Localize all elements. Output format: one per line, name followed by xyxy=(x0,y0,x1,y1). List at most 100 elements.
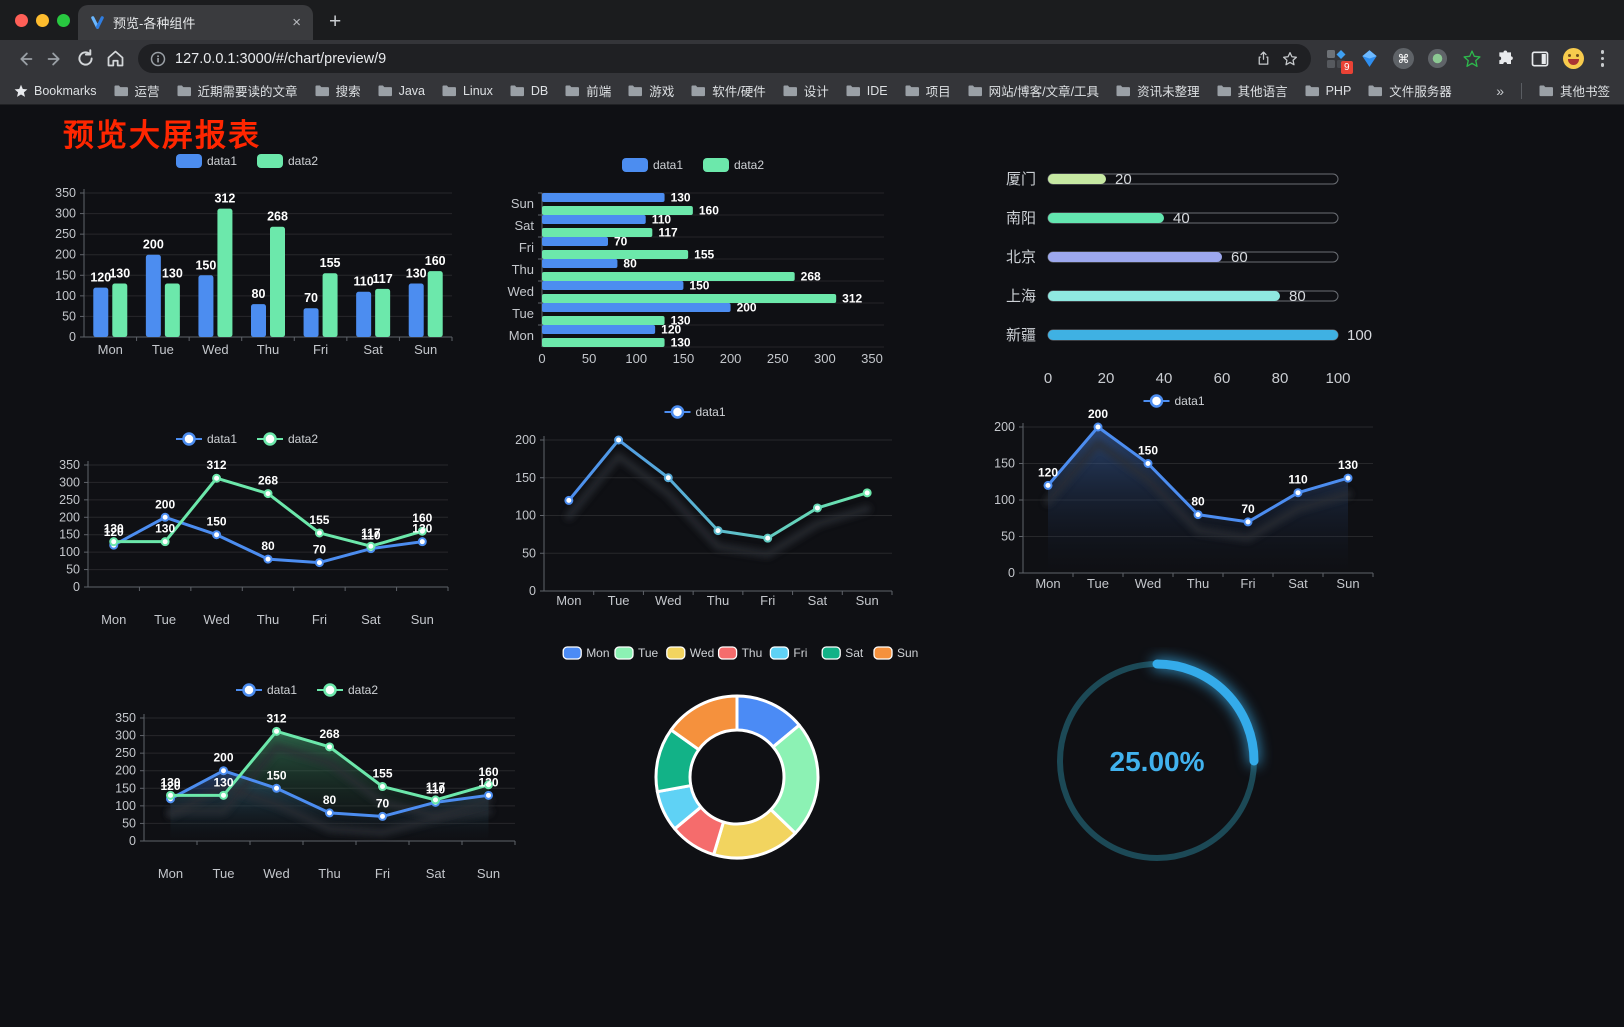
bookmark-folder-item[interactable]: 文件服务器 xyxy=(1368,81,1452,100)
svg-text:120: 120 xyxy=(90,271,111,285)
chart-gauge: 25.00% xyxy=(1040,647,1274,873)
bookmark-folder-item[interactable]: 前端 xyxy=(565,81,611,100)
bookmark-folder-item[interactable]: 运营 xyxy=(114,81,160,100)
bookmarks-divider xyxy=(1520,82,1522,99)
svg-text:268: 268 xyxy=(319,727,339,741)
bookmark-folder-item[interactable]: 搜索 xyxy=(315,81,361,100)
svg-text:Mon: Mon xyxy=(98,342,123,357)
folder-icon xyxy=(628,85,643,96)
bookmarks-overflow-chevron[interactable]: » xyxy=(1496,82,1504,99)
emoji-extension-icon[interactable] xyxy=(1563,48,1585,70)
folder-icon xyxy=(510,85,524,96)
bookmark-folder-item[interactable]: 近期需要读的文章 xyxy=(177,81,298,100)
command-glyph: ⌘ xyxy=(1397,51,1410,66)
bookmark-folder-item[interactable]: 资讯未整理 xyxy=(1116,81,1200,100)
minimize-window-button[interactable] xyxy=(36,14,49,27)
chart-canvas: data1 0 50 100 150 200 Mon Tue Wed Thu Fri Sat Sun 12… xyxy=(994,394,1374,591)
svg-text:300: 300 xyxy=(59,475,80,489)
home-button[interactable] xyxy=(100,44,130,74)
bookmark-folder-item[interactable]: PHP xyxy=(1305,84,1351,98)
forward-button[interactable] xyxy=(40,44,70,74)
svg-text:Fri: Fri xyxy=(313,342,328,357)
chart-canvas: 厦门 20 南阳 40 北京 60 上海 80 新疆 100 0 20 40 60 80 100 xyxy=(1006,171,1372,387)
svg-text:80: 80 xyxy=(261,539,275,553)
bookmark-folder-item[interactable]: IDE xyxy=(846,84,888,98)
chart-city-progress: 厦门 20 南阳 40 北京 60 上海 80 新疆 100 0 20 40 60 80 100 xyxy=(992,159,1384,389)
svg-text:20: 20 xyxy=(1115,171,1132,188)
green-star-extension-icon[interactable] xyxy=(1461,48,1483,70)
svg-text:268: 268 xyxy=(258,474,278,488)
side-panel-icon[interactable] xyxy=(1529,48,1551,70)
svg-text:250: 250 xyxy=(59,493,80,507)
bookmark-folder-item[interactable]: 网站/博客/文章/工具 xyxy=(968,81,1099,100)
gem-extension-icon[interactable] xyxy=(1359,48,1381,70)
bookmark-folder-item[interactable]: 项目 xyxy=(905,81,951,100)
svg-text:110: 110 xyxy=(426,782,446,796)
folder-icon xyxy=(905,85,919,96)
url-text[interactable]: 127.0.0.1:3000/#/chart/preview/9 xyxy=(175,50,387,67)
svg-text:200: 200 xyxy=(1088,407,1108,421)
svg-text:80: 80 xyxy=(1191,495,1205,509)
svg-text:data1: data1 xyxy=(696,405,726,419)
svg-text:0: 0 xyxy=(73,580,80,594)
chart-canvas: data1 0 50 100 150 200 Mon Tue Wed Thu Fri Sat Sun xyxy=(515,405,893,608)
bookmark-folder-item[interactable]: Linux xyxy=(442,84,493,98)
folder-icon xyxy=(1539,85,1553,96)
browser-tab[interactable]: 预览-各种组件 × xyxy=(78,5,313,40)
reload-button[interactable] xyxy=(70,44,100,74)
svg-text:Thu: Thu xyxy=(707,593,729,608)
maximize-window-button[interactable] xyxy=(57,14,70,27)
bookmark-folder-item[interactable]: DB xyxy=(510,84,548,98)
window-controls xyxy=(15,14,70,27)
page-info-icon[interactable] xyxy=(150,51,166,67)
chart-canvas: data1 data2 0 50 100 150 200 250 300 350 Mon Tue Wed… xyxy=(55,154,453,357)
svg-text:Mon: Mon xyxy=(509,328,534,343)
new-tab-button[interactable]: + xyxy=(329,10,342,33)
bookmark-folder-item[interactable]: 游戏 xyxy=(628,81,674,100)
bookmark-folder-item[interactable]: 软件/硬件 xyxy=(691,81,766,100)
puzzle-extensions-icon[interactable] xyxy=(1495,48,1517,70)
bookmark-label: 设计 xyxy=(803,85,829,99)
svg-text:117: 117 xyxy=(658,226,678,240)
svg-text:110: 110 xyxy=(361,529,381,543)
bookmark-label: 其他语言 xyxy=(1237,85,1288,99)
page-content: 预览大屏报表 data1 data2 0 50 100 150 200 250 300 350 Mo… xyxy=(0,105,1624,1027)
bookmark-folder-item[interactable]: Java xyxy=(378,84,425,98)
svg-text:130: 130 xyxy=(109,267,130,281)
close-window-button[interactable] xyxy=(15,14,28,27)
tampermonkey-extension-icon[interactable]: 9 xyxy=(1325,48,1353,74)
bookmark-star-icon[interactable] xyxy=(1281,50,1299,68)
browser-menu-button[interactable] xyxy=(1597,50,1609,67)
extensions-area: 9 ⌘ xyxy=(1319,48,1615,74)
svg-text:120: 120 xyxy=(104,525,124,539)
svg-text:40: 40 xyxy=(1173,210,1190,227)
back-button[interactable] xyxy=(10,44,40,74)
browser-toolbar: 127.0.0.1:3000/#/chart/preview/9 9 ⌘ xyxy=(0,40,1624,77)
titlebar: 预览-各种组件 × + xyxy=(0,0,1624,40)
svg-text:155: 155 xyxy=(320,256,341,270)
bookmark-label: 其他书签 xyxy=(1559,85,1610,99)
bookmark-label: 软件/硬件 xyxy=(712,85,766,99)
svg-text:300: 300 xyxy=(115,729,136,743)
bookmark-folder-item[interactable]: 其他语言 xyxy=(1217,81,1288,100)
folder-icon xyxy=(378,85,392,96)
site-favicon xyxy=(91,16,104,29)
svg-text:200: 200 xyxy=(143,238,164,252)
bookmark-folder-item[interactable]: 设计 xyxy=(783,81,829,100)
svg-text:100: 100 xyxy=(1325,370,1350,387)
svg-text:312: 312 xyxy=(207,458,227,472)
recorder-extension-icon[interactable] xyxy=(1427,48,1449,70)
svg-text:Wed: Wed xyxy=(508,284,535,299)
svg-text:100: 100 xyxy=(59,545,80,559)
svg-text:110: 110 xyxy=(354,275,374,289)
bookmarks-root-item[interactable]: Bookmarks xyxy=(14,84,97,98)
svg-text:130: 130 xyxy=(160,775,180,789)
chart-line-area: data1 0 50 100 150 200 Mon Tue Wed Thu Fri Sat Sun 12… xyxy=(975,389,1379,601)
star-icon xyxy=(14,84,28,97)
share-icon[interactable] xyxy=(1255,50,1272,67)
bookmark-folder-item[interactable]: 其他书签 xyxy=(1539,81,1610,100)
tab-close-icon[interactable]: × xyxy=(292,14,301,31)
address-bar[interactable]: 127.0.0.1:3000/#/chart/preview/9 xyxy=(138,44,1311,73)
svg-text:Fri: Fri xyxy=(312,612,327,627)
command-extension-icon[interactable]: ⌘ xyxy=(1393,48,1415,70)
